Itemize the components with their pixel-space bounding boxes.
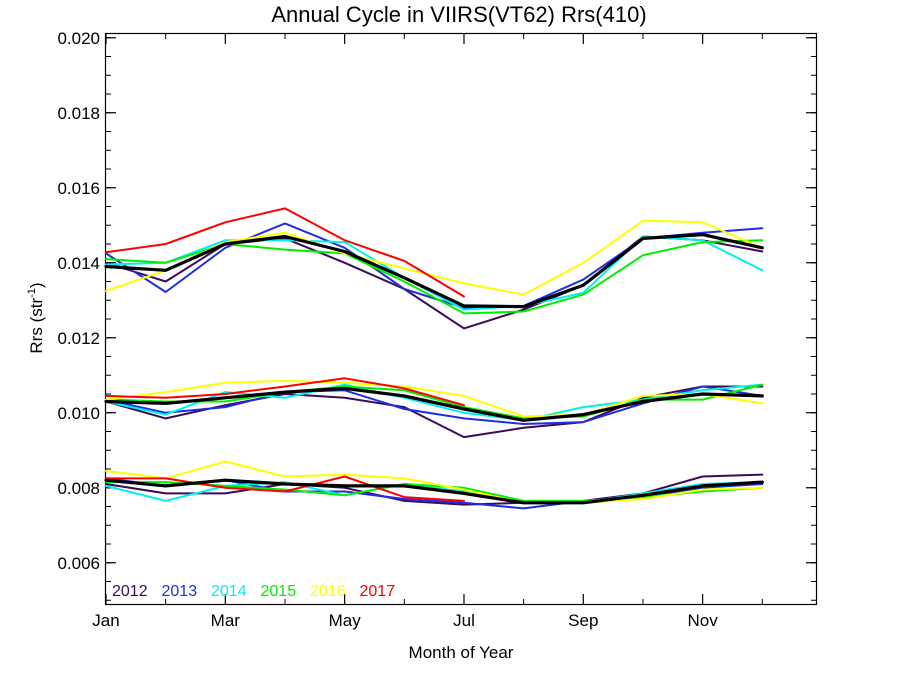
y-tick-label: 0.016 <box>57 179 100 198</box>
legend-entry-2014: 2014 <box>211 583 247 600</box>
y-axis-label: Rrs (str-1) <box>26 282 46 353</box>
x-tick-label: May <box>329 611 362 630</box>
plot-frame <box>104 32 818 606</box>
series-layer <box>104 207 764 510</box>
x-tick-label: Jul <box>453 611 475 630</box>
series-2017-line <box>105 207 465 298</box>
x-tick-label: Nov <box>688 611 719 630</box>
y-axis-ticks: 0.006 0.008 0.010 0.012 0.014 0.016 0.018 0.020 <box>57 29 816 601</box>
legend: 2012 2013 2014 2015 2016 2017 <box>112 583 395 600</box>
legend-entry-2017: 2017 <box>360 583 396 600</box>
x-axis-label: Month of Year <box>409 643 514 662</box>
series-mean-line <box>104 386 764 422</box>
legend-entry-2013: 2013 <box>162 583 198 600</box>
y-tick-label: 0.014 <box>57 254 100 273</box>
series-mean-line <box>104 478 764 505</box>
x-tick-label: Mar <box>211 611 241 630</box>
y-tick-label: 0.008 <box>57 479 100 498</box>
series-2014-line <box>105 481 764 504</box>
y-axis-label-sup: -1 <box>26 288 38 298</box>
legend-entry-2016: 2016 <box>310 583 346 600</box>
series-2017-line <box>105 475 465 502</box>
y-tick-label: 0.006 <box>57 554 100 573</box>
x-axis-ticks: Jan Mar May Jul Sep Nov <box>92 34 763 630</box>
series-2017-line <box>105 377 465 407</box>
legend-entry-2015: 2015 <box>261 583 297 600</box>
y-tick-label: 0.010 <box>57 404 100 423</box>
series-2012-line <box>105 473 764 506</box>
y-tick-label: 0.020 <box>57 29 100 48</box>
legend-entry-2012: 2012 <box>112 583 148 600</box>
x-tick-label: Sep <box>568 611 598 630</box>
y-axis-label-main: Rrs (str <box>27 298 46 354</box>
series-mean-line <box>104 233 764 309</box>
y-tick-label: 0.012 <box>57 329 100 348</box>
series-2012-line <box>105 385 764 439</box>
series-2014-line <box>105 383 764 422</box>
x-tick-label: Jan <box>92 611 119 630</box>
series-2016-line <box>105 379 764 418</box>
y-axis-label-suffix: ) <box>27 282 46 288</box>
chart-title: Annual Cycle in VIIRS(VT62) Rrs(410) <box>271 2 646 27</box>
series-2016-line <box>105 460 764 504</box>
y-tick-label: 0.018 <box>57 104 100 123</box>
